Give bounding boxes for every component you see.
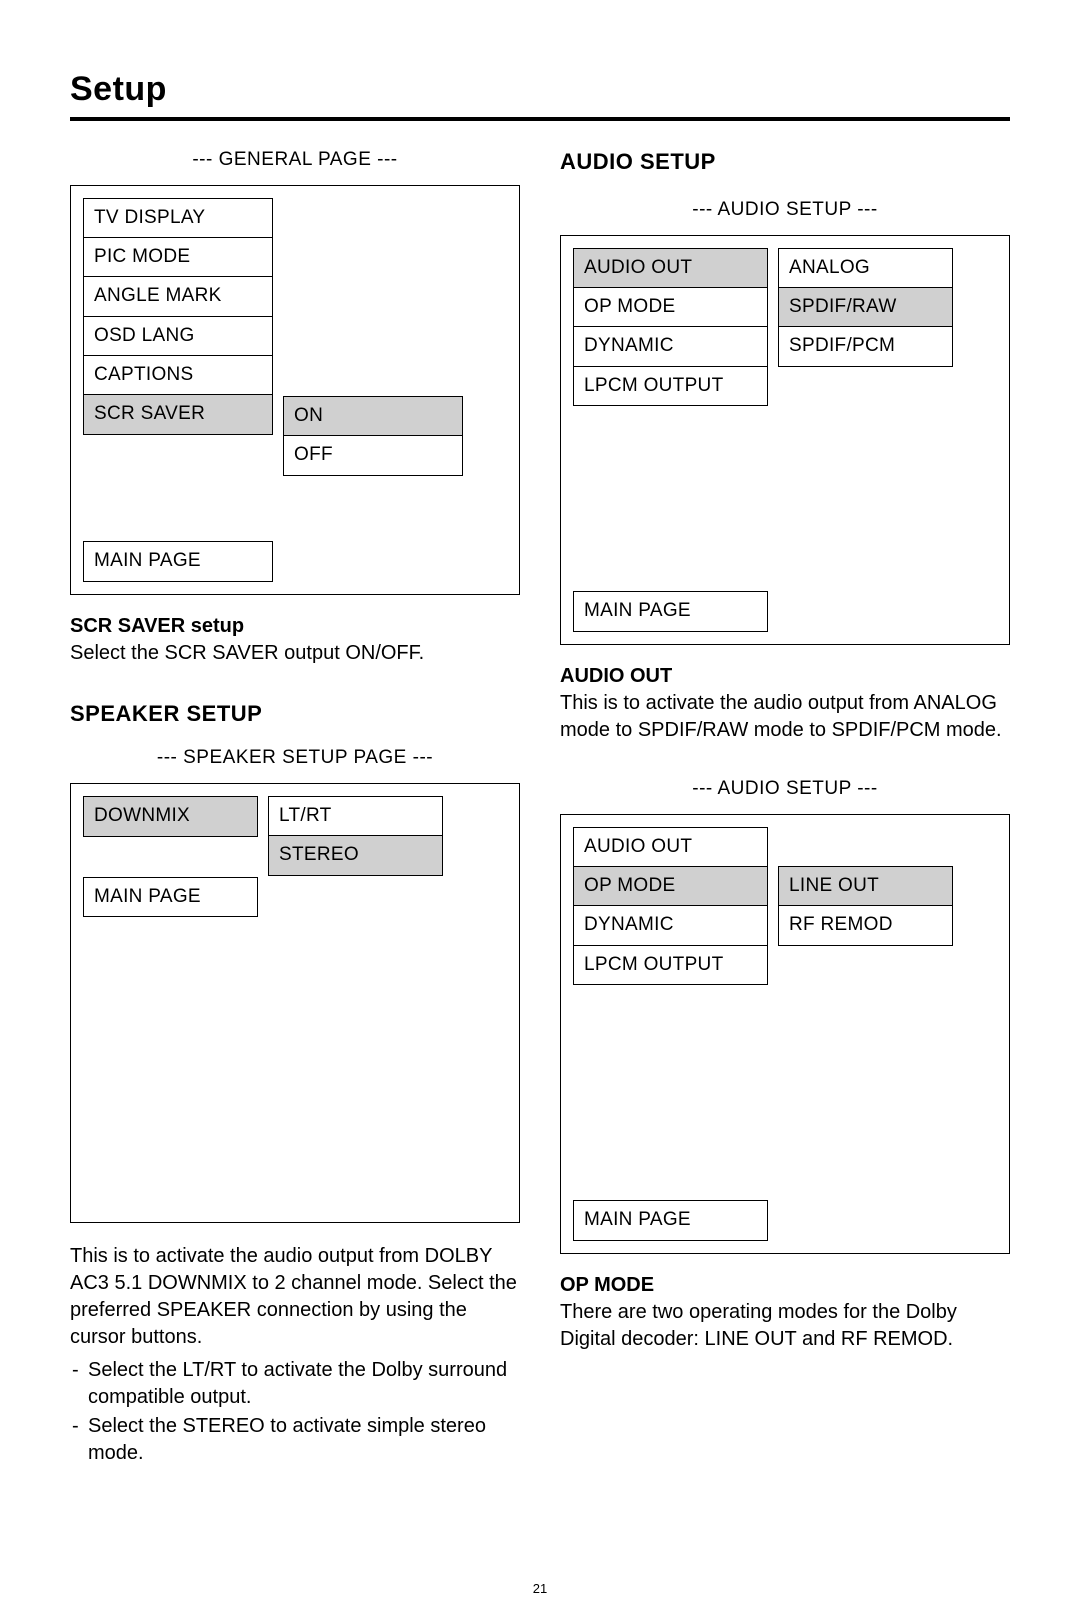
option-off[interactable]: OFF bbox=[283, 435, 463, 476]
two-column-layout: --- GENERAL PAGE --- TV DISPLAY PIC MODE… bbox=[70, 149, 1010, 1469]
menu-item-osd-lang[interactable]: OSD LANG bbox=[83, 316, 273, 357]
general-menu-frame: TV DISPLAY PIC MODE ANGLE MARK OSD LANG … bbox=[70, 185, 520, 595]
speaker-setup-heading: SPEAKER SETUP bbox=[70, 701, 520, 727]
audio1-left-list[interactable]: AUDIO OUT OP MODE DYNAMIC LPCM OUTPUT bbox=[573, 248, 768, 405]
speaker-options-list[interactable]: LT/RT STEREO bbox=[268, 796, 443, 917]
menu-item-tv-display[interactable]: TV DISPLAY bbox=[83, 198, 273, 239]
title-rule bbox=[70, 117, 1010, 121]
audio-out-heading: AUDIO OUT bbox=[560, 665, 1010, 688]
menu-item-dynamic-2[interactable]: DYNAMIC bbox=[573, 905, 768, 946]
audio2-menu-title: --- AUDIO SETUP --- bbox=[560, 778, 1010, 800]
general-options-list[interactable]: ON OFF bbox=[283, 396, 463, 474]
op-mode-heading: OP MODE bbox=[560, 1274, 1010, 1297]
general-left-list[interactable]: TV DISPLAY PIC MODE ANGLE MARK OSD LANG … bbox=[83, 198, 273, 474]
bullet-stereo: -Select the STEREO to activate simple st… bbox=[72, 1413, 520, 1467]
op-mode-text: There are two operating modes for the Do… bbox=[560, 1299, 1010, 1353]
option-ltrt[interactable]: LT/RT bbox=[268, 796, 443, 837]
audio-out-text: This is to activate the audio output fro… bbox=[560, 690, 1010, 744]
option-analog[interactable]: ANALOG bbox=[778, 248, 953, 289]
audio1-menu-frame: AUDIO OUT OP MODE DYNAMIC LPCM OUTPUT AN… bbox=[560, 235, 1010, 645]
bullet-ltrt: -Select the LT/RT to activate the Dolby … bbox=[72, 1357, 520, 1411]
audio1-main-page[interactable]: MAIN PAGE bbox=[573, 591, 768, 632]
speaker-bullets: -Select the LT/RT to activate the Dolby … bbox=[70, 1357, 520, 1467]
menu-item-op-mode-2[interactable]: OP MODE bbox=[573, 866, 768, 907]
speaker-menu-frame: DOWNMIX MAIN PAGE LT/RT STEREO bbox=[70, 783, 520, 1223]
right-column: AUDIO SETUP --- AUDIO SETUP --- AUDIO OU… bbox=[560, 149, 1010, 1469]
option-spdif-pcm[interactable]: SPDIF/PCM bbox=[778, 326, 953, 367]
audio2-options-list[interactable]: LINE OUT RF REMOD bbox=[778, 866, 953, 984]
menu-item-downmix[interactable]: DOWNMIX bbox=[83, 796, 258, 837]
option-rf-remod[interactable]: RF REMOD bbox=[778, 905, 953, 946]
audio2-menu-frame: AUDIO OUT OP MODE DYNAMIC LPCM OUTPUT LI… bbox=[560, 814, 1010, 1254]
menu-item-audio-out-2[interactable]: AUDIO OUT bbox=[573, 827, 768, 868]
speaker-main-page[interactable]: MAIN PAGE bbox=[83, 877, 258, 918]
general-main-page[interactable]: MAIN PAGE bbox=[83, 541, 273, 582]
option-on[interactable]: ON bbox=[283, 396, 463, 437]
option-line-out[interactable]: LINE OUT bbox=[778, 866, 953, 907]
audio1-options-list[interactable]: ANALOG SPDIF/RAW SPDIF/PCM bbox=[778, 248, 953, 405]
menu-item-lpcm-output-2[interactable]: LPCM OUTPUT bbox=[573, 945, 768, 986]
menu-item-captions[interactable]: CAPTIONS bbox=[83, 355, 273, 396]
menu-item-audio-out[interactable]: AUDIO OUT bbox=[573, 248, 768, 289]
audio1-menu-title: --- AUDIO SETUP --- bbox=[560, 199, 1010, 221]
speaker-menu-title: --- SPEAKER SETUP PAGE --- bbox=[70, 747, 520, 769]
audio-setup-heading: AUDIO SETUP bbox=[560, 149, 1010, 175]
menu-item-lpcm-output[interactable]: LPCM OUTPUT bbox=[573, 366, 768, 407]
page-title: Setup bbox=[70, 70, 1010, 109]
menu-item-op-mode[interactable]: OP MODE bbox=[573, 287, 768, 328]
menu-item-dynamic[interactable]: DYNAMIC bbox=[573, 326, 768, 367]
option-spdif-raw[interactable]: SPDIF/RAW bbox=[778, 287, 953, 328]
menu-item-pic-mode[interactable]: PIC MODE bbox=[83, 237, 273, 278]
speaker-left-list[interactable]: DOWNMIX MAIN PAGE bbox=[83, 796, 258, 917]
scr-saver-heading: SCR SAVER setup bbox=[70, 615, 520, 638]
audio2-left-list[interactable]: AUDIO OUT OP MODE DYNAMIC LPCM OUTPUT bbox=[573, 827, 768, 984]
speaker-body-text: This is to activate the audio output fro… bbox=[70, 1243, 520, 1351]
option-stereo[interactable]: STEREO bbox=[268, 835, 443, 876]
scr-saver-text: Select the SCR SAVER output ON/OFF. bbox=[70, 640, 520, 667]
general-menu-title: --- GENERAL PAGE --- bbox=[70, 149, 520, 171]
page-number: 21 bbox=[0, 1581, 1080, 1596]
left-column: --- GENERAL PAGE --- TV DISPLAY PIC MODE… bbox=[70, 149, 520, 1469]
audio2-main-page[interactable]: MAIN PAGE bbox=[573, 1200, 768, 1241]
menu-item-scr-saver[interactable]: SCR SAVER bbox=[83, 394, 273, 435]
menu-item-angle-mark[interactable]: ANGLE MARK bbox=[83, 276, 273, 317]
